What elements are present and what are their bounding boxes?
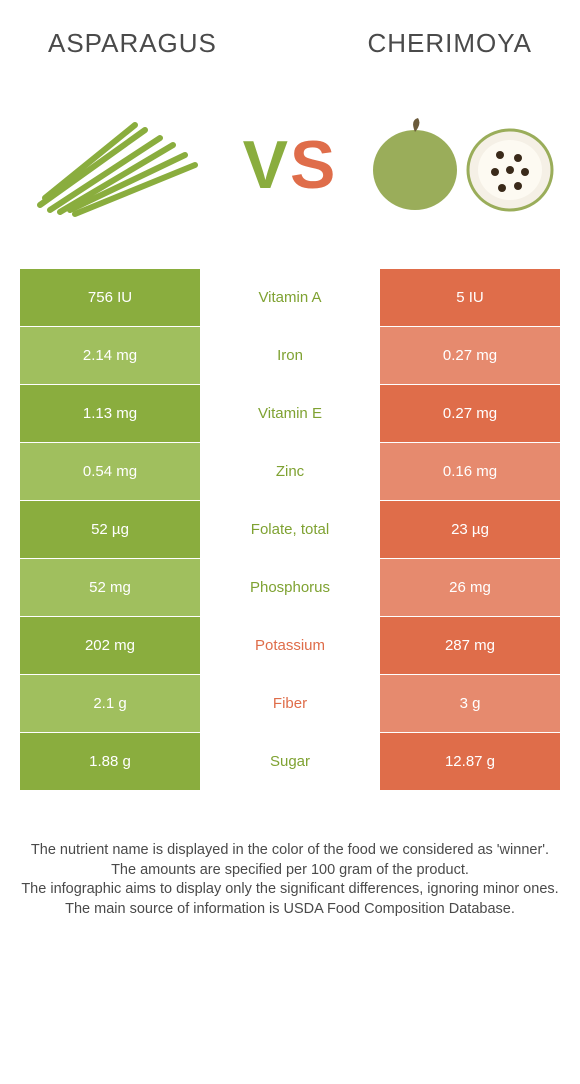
table-row: 52 µgFolate, total23 µg bbox=[20, 501, 560, 559]
left-food-title: Asparagus bbox=[48, 28, 217, 59]
left-value: 1.88 g bbox=[20, 733, 200, 790]
right-value: 3 g bbox=[380, 675, 560, 732]
vs-label: VS bbox=[243, 126, 338, 204]
footer-line-4: The main source of information is USDA F… bbox=[20, 900, 560, 920]
header: Asparagus Cherimoya bbox=[0, 0, 580, 69]
table-row: 0.54 mgZinc0.16 mg bbox=[20, 443, 560, 501]
table-row: 2.14 mgIron0.27 mg bbox=[20, 327, 560, 385]
left-value: 2.1 g bbox=[20, 675, 200, 732]
nutrient-name: Zinc bbox=[200, 443, 380, 500]
right-value: 26 mg bbox=[380, 559, 560, 616]
nutrient-name: Vitamin A bbox=[200, 269, 380, 326]
nutrient-name: Fiber bbox=[200, 675, 380, 732]
nutrient-name: Vitamin E bbox=[200, 385, 380, 442]
nutrient-name: Sugar bbox=[200, 733, 380, 790]
footer-line-2: The amounts are specified per 100 gram o… bbox=[20, 861, 560, 881]
left-value: 756 IU bbox=[20, 269, 200, 326]
right-food-title: Cherimoya bbox=[367, 28, 532, 59]
asparagus-icon bbox=[20, 100, 220, 230]
nutrient-name: Phosphorus bbox=[200, 559, 380, 616]
right-value: 0.27 mg bbox=[380, 327, 560, 384]
right-value: 0.27 mg bbox=[380, 385, 560, 442]
table-row: 1.88 gSugar12.87 g bbox=[20, 733, 560, 791]
hero-row: VS bbox=[0, 69, 580, 269]
right-value: 23 µg bbox=[380, 501, 560, 558]
vs-s: S bbox=[290, 127, 337, 203]
cherimoya-icon bbox=[360, 100, 560, 230]
left-value: 202 mg bbox=[20, 617, 200, 674]
table-row: 202 mgPotassium287 mg bbox=[20, 617, 560, 675]
footer-line-1: The nutrient name is displayed in the co… bbox=[20, 841, 560, 861]
right-value: 12.87 g bbox=[380, 733, 560, 790]
table-row: 1.13 mgVitamin E0.27 mg bbox=[20, 385, 560, 443]
nutrient-name: Potassium bbox=[200, 617, 380, 674]
footer-line-3: The infographic aims to display only the… bbox=[20, 880, 560, 900]
nutrient-name: Folate, total bbox=[200, 501, 380, 558]
nutrient-name: Iron bbox=[200, 327, 380, 384]
right-value: 287 mg bbox=[380, 617, 560, 674]
table-row: 2.1 gFiber3 g bbox=[20, 675, 560, 733]
right-value: 5 IU bbox=[380, 269, 560, 326]
left-value: 0.54 mg bbox=[20, 443, 200, 500]
left-value: 52 mg bbox=[20, 559, 200, 616]
left-value: 1.13 mg bbox=[20, 385, 200, 442]
vs-v: V bbox=[243, 127, 290, 203]
footer-notes: The nutrient name is displayed in the co… bbox=[20, 841, 560, 919]
table-row: 756 IUVitamin A5 IU bbox=[20, 269, 560, 327]
right-value: 0.16 mg bbox=[380, 443, 560, 500]
left-value: 52 µg bbox=[20, 501, 200, 558]
left-value: 2.14 mg bbox=[20, 327, 200, 384]
table-row: 52 mgPhosphorus26 mg bbox=[20, 559, 560, 617]
nutrient-table: 756 IUVitamin A5 IU2.14 mgIron0.27 mg1.1… bbox=[20, 269, 560, 791]
